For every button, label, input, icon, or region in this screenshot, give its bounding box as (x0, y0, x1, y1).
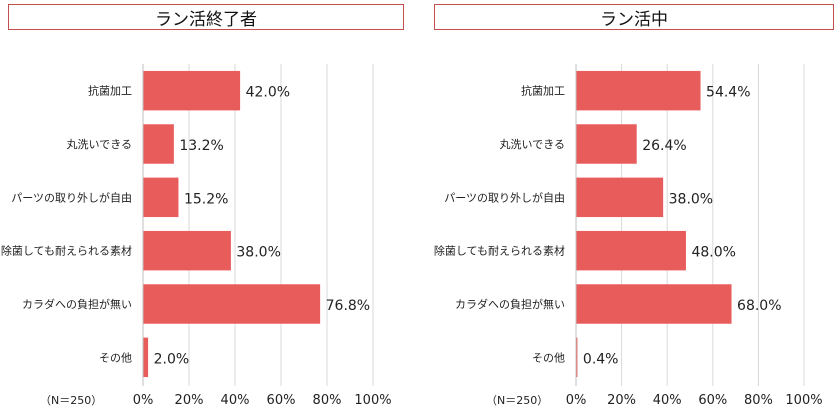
category-label: その他 (99, 351, 132, 364)
chart-title: ラン活終了者 (8, 4, 404, 30)
bar (576, 284, 732, 324)
bar (143, 230, 231, 271)
x-tick-label: 40% (653, 393, 682, 408)
data-label: 38.0% (669, 191, 713, 207)
x-tick-label: 60% (267, 393, 296, 408)
category-label: その他 (532, 351, 565, 364)
category-label: 抗菌加工 (521, 84, 565, 98)
x-tick-label: 60% (698, 393, 727, 408)
x-tick-label: 20% (175, 393, 204, 408)
bar (576, 177, 664, 218)
data-label: 42.0% (246, 85, 290, 101)
category-label: 除菌しても耐えられる素材 (1, 244, 132, 258)
category-label: 除菌しても耐えられる素材 (434, 244, 565, 258)
bar-chart-finished: 抗菌加工 42.0% 丸洗いできる 13.2% パーツの取り外しが自由 15.2% 除菌して… (1, 64, 392, 408)
sample-size-label: （N＝250） (40, 394, 102, 407)
data-label: 38.0% (236, 245, 280, 261)
data-label: 26.4% (642, 138, 686, 154)
data-label: 48.0% (691, 245, 735, 261)
x-tick-label: 20% (607, 393, 636, 408)
x-tick-label: 100% (354, 393, 391, 408)
x-tick-label: 0% (566, 393, 587, 408)
category-label: カラダへの負担が無い (455, 297, 565, 311)
chart-panel-ongoing: ラン活中 抗菌加工 54.4% 丸洗いできる 26.4% パーツの取り外しが自由 38.0… (420, 0, 840, 416)
category-label: パーツの取り外しが自由 (444, 190, 565, 204)
bar (143, 177, 179, 218)
data-label: 0.4% (583, 351, 619, 367)
bar (576, 70, 701, 111)
bar (143, 70, 241, 111)
bar (576, 230, 686, 271)
x-tick-label: 80% (313, 393, 342, 408)
category-label: パーツの取り外しが自由 (11, 190, 132, 204)
category-label: カラダへの負担が無い (22, 297, 132, 311)
data-label: 2.0% (154, 351, 190, 367)
data-label: 68.0% (737, 298, 781, 314)
x-tick-label: 0% (133, 393, 154, 408)
x-tick-label: 100% (785, 393, 822, 408)
chart-panel-finished: ラン活終了者 抗菌加工 42.0% 丸洗いできる 13.2% パーツの取り外しが自由 15… (1, 4, 404, 408)
bar (143, 124, 174, 164)
x-tick-label: 40% (221, 393, 250, 408)
data-label: 54.4% (706, 85, 750, 101)
data-label: 15.2% (184, 191, 228, 207)
bar (143, 284, 321, 324)
bar-chart-ongoing: 抗菌加工 54.4% 丸洗いできる 26.4% パーツの取り外しが自由 38.0% 除菌して… (434, 64, 823, 408)
category-label: 丸洗いできる (67, 138, 132, 151)
chart-title: ラン活中 (434, 4, 834, 30)
category-label: 抗菌加工 (88, 84, 132, 98)
bar (576, 124, 637, 164)
data-label: 13.2% (179, 138, 223, 154)
x-tick-label: 80% (744, 393, 773, 408)
sample-size-label: （N＝250） (486, 394, 548, 407)
bar (576, 337, 578, 378)
data-label: 76.8% (326, 298, 370, 314)
category-label: 丸洗いできる (500, 138, 565, 151)
bar (143, 337, 149, 378)
